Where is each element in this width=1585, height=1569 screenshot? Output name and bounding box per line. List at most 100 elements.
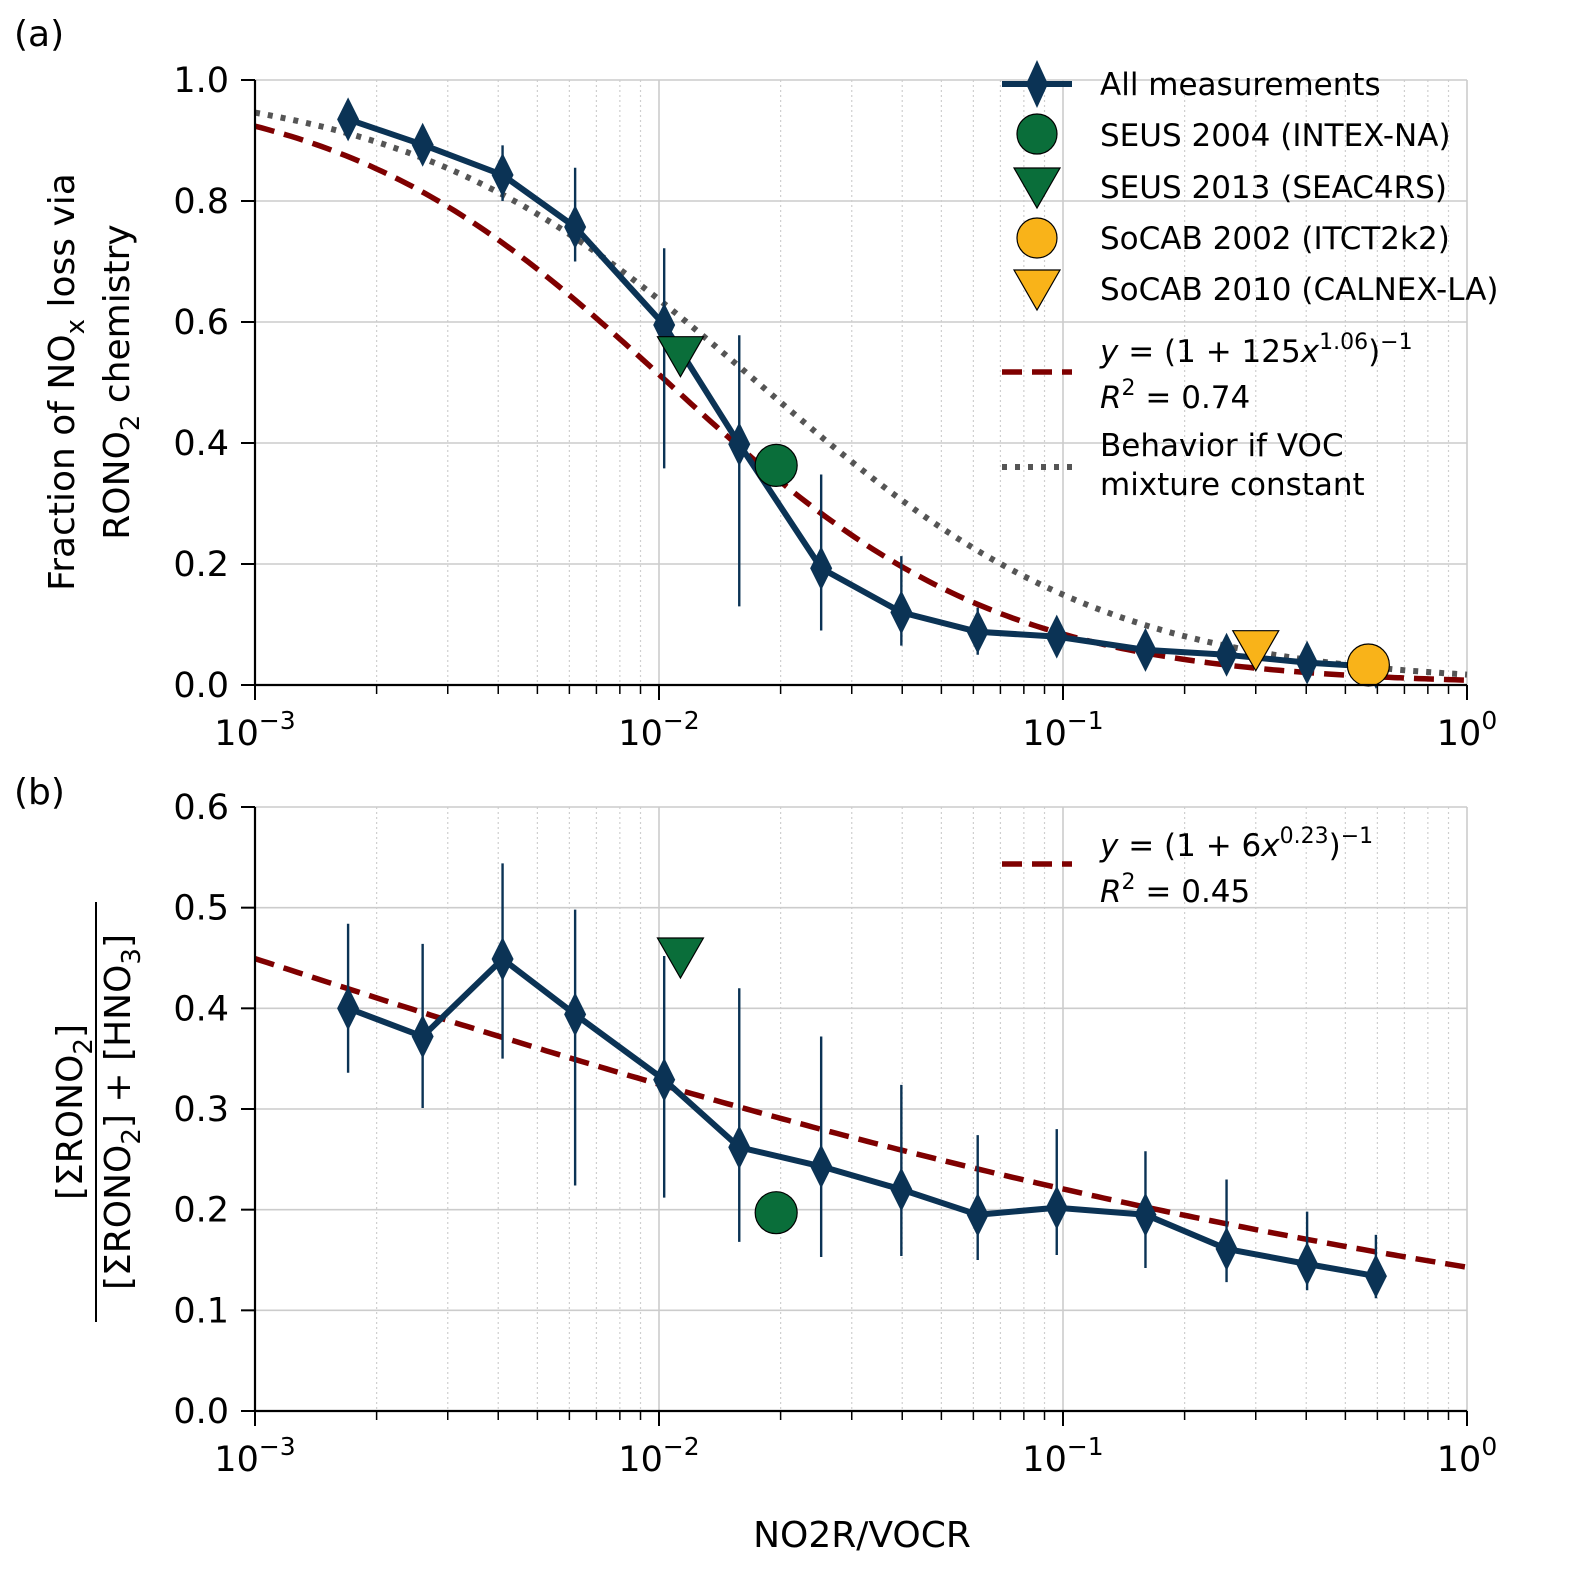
panel-b-x-axis-title: NO2R/VOCR [753, 1515, 971, 1556]
panel-a-tick-labels: 10−3 10−2 10−1 100 0.0 0.2 0.4 0.6 0.8 1.0 [173, 61, 1497, 754]
y-tick-label: 0.4 [173, 424, 229, 464]
panel-a-axes [253, 80, 1467, 687]
campaign-point-circle [1346, 643, 1390, 687]
panel-b-series [337, 863, 1387, 1299]
campaign-point-triangle [656, 937, 705, 980]
panel-a-series [337, 97, 1390, 689]
x-tick-label: 10−2 [618, 706, 699, 754]
data-point-diamond [411, 1014, 434, 1059]
data-point-diamond [411, 122, 434, 167]
x-tick-label: 100 [1437, 1432, 1497, 1480]
data-point-diamond [1364, 1254, 1387, 1299]
legend-fit-a-equation: y = (1 + 125x1.06)−1 [1099, 330, 1413, 370]
y-tick-label: 0.4 [173, 989, 229, 1029]
legend-fit-b-equation: y = (1 + 6x0.23)−1 [1099, 824, 1373, 864]
data-point-diamond [1134, 1192, 1157, 1237]
data-point-diamond [728, 422, 751, 467]
legend-marker-diamond [1026, 60, 1048, 108]
panel-a-ylabel-line1: Fraction of NOx loss via [42, 173, 91, 591]
y-tick-label: 0.5 [173, 889, 229, 929]
x-tick-label: 10−3 [214, 1432, 295, 1480]
x-tick-label: 10−2 [618, 1432, 699, 1480]
data-point-diamond [728, 1125, 751, 1170]
data-point-diamond [1215, 1226, 1238, 1271]
panel-a-legend: All measurements SEUS 2004 (INTEX-NA) SE… [1002, 60, 1499, 503]
legend-label-seus-2004: SEUS 2004 (INTEX-NA) [1100, 118, 1451, 154]
voc-constant-curve-dotted [254, 109, 1468, 678]
y-tick-label: 0.0 [173, 1392, 229, 1432]
data-point-diamond [810, 1144, 833, 1189]
fit-curve-dashed [254, 123, 1468, 683]
legend-label-voc-line1: Behavior if VOC [1100, 428, 1344, 464]
legend-label-seus-2013: SEUS 2013 (SEAC4RS) [1100, 170, 1447, 206]
data-point-diamond [653, 1057, 676, 1102]
data-point-diamond [810, 546, 833, 591]
legend-marker-seus-2004 [1016, 113, 1058, 155]
campaign-point-circle [754, 1191, 798, 1235]
legend-label-all-measurements: All measurements [1100, 67, 1381, 103]
fit-curve-dashed [254, 955, 1468, 1270]
panel-b-tick-labels: 10−3 10−2 10−1 100 0.0 0.1 0.2 0.3 0.4 0.5 0.6 [173, 788, 1497, 1480]
data-point-diamond [966, 609, 989, 654]
y-tick-label: 0.0 [173, 666, 229, 706]
panel-b: (b) 10−3 10−2 10−1 100 0.0 0.1 0.2 0.3 0.4 0.5 0.6… [14, 772, 1497, 1556]
y-tick-label: 0.8 [173, 182, 229, 222]
y-tick-label: 0.3 [173, 1090, 229, 1130]
campaign-point-triangle [656, 336, 705, 378]
legend-label-socab-2010: SoCAB 2010 (CALNEX-LA) [1100, 272, 1499, 308]
panel-a: (a) 10−3 10−2 10−1 100 0.0 0.2 0.4 0.6 0.8 1.0 Fr… [14, 14, 1499, 754]
x-tick-label: 10−3 [214, 706, 295, 754]
x-tick-label: 100 [1437, 706, 1497, 754]
panel-b-ticks [241, 806, 1468, 1426]
data-point-diamond [564, 992, 587, 1037]
legend-fit-a-r2: R2 = 0.74 [1100, 376, 1250, 416]
panel-b-legend: y = (1 + 6x0.23)−1 R2 = 0.45 [1002, 824, 1373, 910]
data-point-diamond [491, 152, 514, 197]
legend-fit-b-r2: R2 = 0.45 [1100, 870, 1250, 910]
y-tick-label: 0.1 [173, 1291, 229, 1331]
data-point-diamond [1296, 1242, 1319, 1287]
legend-marker-socab-2002 [1016, 217, 1058, 259]
panel-b-y-axis-title: [ΣRONO2] [ΣRONO2] + [HNO3] [50, 902, 147, 1322]
data-point-diamond [890, 590, 913, 635]
data-point-diamond [1296, 640, 1319, 685]
panel-a-ticks [241, 79, 1468, 700]
y-tick-label: 0.2 [173, 545, 229, 585]
data-point-diamond [1134, 627, 1157, 672]
data-point-diamond [337, 97, 360, 142]
campaign-point-circle [754, 443, 798, 487]
data-point-diamond [564, 205, 587, 250]
data-point-diamond [1045, 614, 1068, 659]
legend-label-socab-2002: SoCAB 2002 (ITCT2k2) [1100, 221, 1450, 257]
panel-a-y-axis-title-2: RONO2 chemistry [97, 224, 146, 539]
data-point-diamond [1215, 632, 1238, 677]
y-tick-label: 0.6 [173, 788, 229, 828]
data-point-diamond [1045, 1185, 1068, 1230]
all-measurements-line [347, 116, 1377, 670]
all-measurements-line [347, 956, 1377, 1280]
data-point-diamond [653, 303, 676, 348]
data-point-diamond [890, 1167, 913, 1212]
panel-a-fit-curves [254, 109, 1468, 683]
panel-b-label: (b) [14, 772, 65, 813]
panel-b-axes [253, 807, 1467, 1413]
y-tick-label: 1.0 [173, 61, 229, 101]
data-point-diamond [966, 1192, 989, 1237]
panel-b-ylabel-denominator: [ΣRONO2] + [HNO3] [98, 934, 147, 1290]
panel-a-y-axis-title: Fraction of NOx loss via [42, 173, 91, 591]
x-tick-label: 10−1 [1022, 1432, 1103, 1480]
legend-marker-seus-2013 [1012, 167, 1062, 210]
x-tick-label: 10−1 [1022, 706, 1103, 754]
panel-b-fit-curves [254, 955, 1468, 1270]
panel-b-grid [254, 806, 1468, 1412]
y-tick-label: 0.2 [173, 1191, 229, 1231]
y-tick-label: 0.6 [173, 303, 229, 343]
legend-marker-socab-2010 [1012, 269, 1062, 312]
panel-a-ylabel-line2: RONO2 chemistry [97, 224, 146, 539]
campaign-point-triangle [1231, 630, 1280, 672]
data-point-diamond [337, 986, 360, 1031]
panel-a-label: (a) [14, 14, 64, 55]
legend-label-voc-line2: mixture constant [1100, 467, 1365, 503]
panel-b-ylabel-numerator: [ΣRONO2] [50, 1024, 99, 1200]
